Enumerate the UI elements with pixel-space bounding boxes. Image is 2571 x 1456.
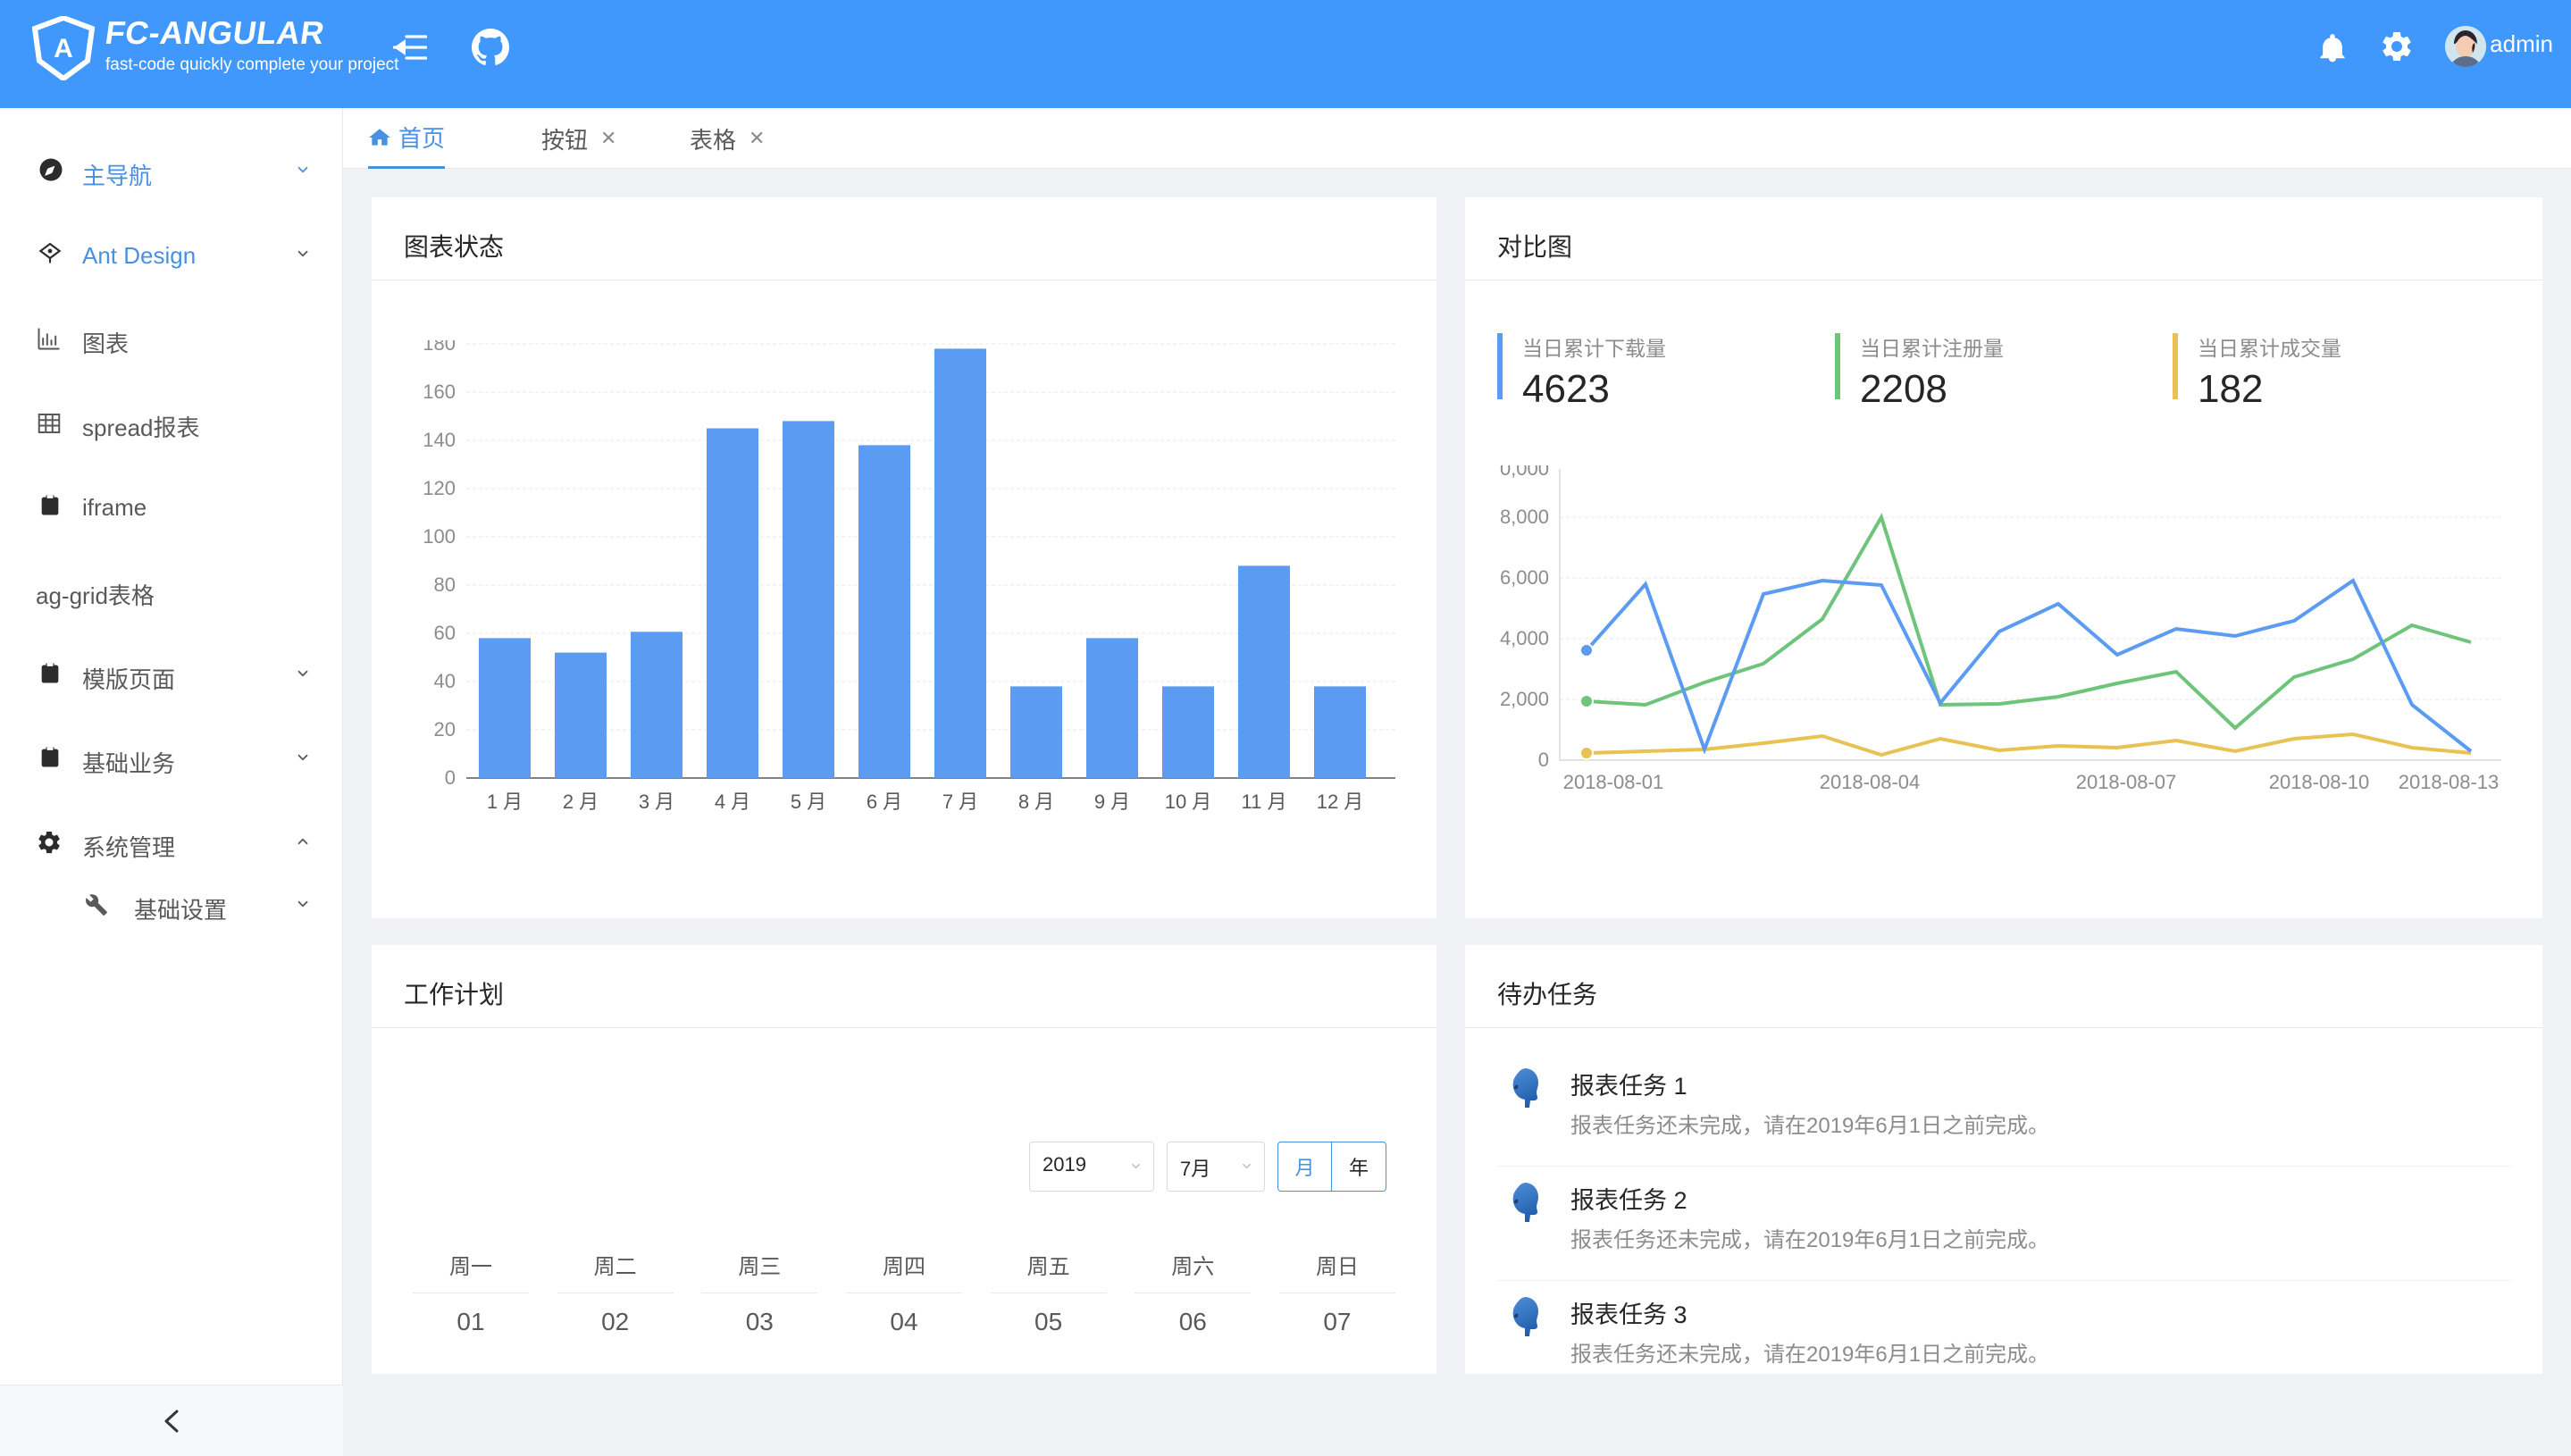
svg-text:0: 0	[1538, 749, 1549, 771]
svg-text:9 月: 9 月	[1094, 791, 1130, 813]
svg-text:120: 120	[423, 477, 456, 499]
svg-text:10 月: 10 月	[1165, 791, 1212, 813]
svg-text:40: 40	[434, 670, 456, 692]
svg-text:7 月: 7 月	[942, 791, 978, 813]
svg-text:80: 80	[434, 573, 456, 596]
svg-text:6 月: 6 月	[867, 791, 902, 813]
svg-text:2018-08-10: 2018-08-10	[2269, 771, 2370, 793]
svg-text:5 月: 5 月	[791, 791, 826, 813]
svg-text:6,000: 6,000	[1500, 566, 1549, 589]
svg-text:4 月: 4 月	[715, 791, 750, 813]
svg-text:2 月: 2 月	[563, 791, 599, 813]
svg-text:12 月: 12 月	[1317, 791, 1364, 813]
svg-text:4,000: 4,000	[1500, 627, 1549, 649]
svg-text:0,000: 0,000	[1500, 465, 1549, 480]
svg-text:2018-08-04: 2018-08-04	[1820, 771, 1921, 793]
svg-text:3 月: 3 月	[639, 791, 674, 813]
svg-text:0: 0	[445, 766, 456, 789]
svg-text:20: 20	[434, 718, 456, 741]
svg-text:180: 180	[423, 340, 456, 355]
svg-text:2,000: 2,000	[1500, 688, 1549, 710]
svg-text:2018-08-07: 2018-08-07	[2076, 771, 2177, 793]
svg-text:1 月: 1 月	[487, 791, 523, 813]
svg-text:2018-08-01: 2018-08-01	[1563, 771, 1664, 793]
svg-text:100: 100	[423, 525, 456, 548]
svg-text:160: 160	[423, 381, 456, 403]
svg-text:2018-08-13: 2018-08-13	[2399, 771, 2500, 793]
svg-text:8,000: 8,000	[1500, 506, 1549, 528]
svg-text:140: 140	[423, 429, 456, 451]
svg-text:11 月: 11 月	[1242, 791, 1287, 813]
svg-text:8 月: 8 月	[1018, 791, 1054, 813]
svg-text:60: 60	[434, 622, 456, 644]
svg-text:A: A	[54, 34, 73, 63]
